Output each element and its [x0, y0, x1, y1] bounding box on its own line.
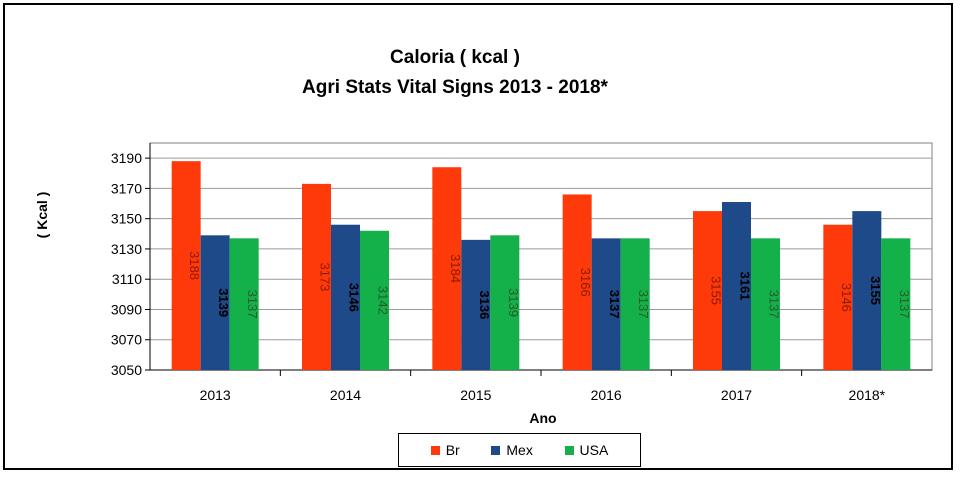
data-label-usa-5: 3137: [897, 290, 912, 319]
bar-usa-0: [229, 238, 259, 370]
x-tick-label-2: 2015: [460, 387, 491, 403]
data-label-br-2: 3184: [448, 254, 463, 283]
data-label-br-3: 3166: [578, 268, 593, 297]
bar-usa-4: [751, 238, 780, 370]
data-label-mex-2: 3136: [477, 290, 492, 319]
data-label-mex-3: 3137: [607, 290, 622, 319]
data-label-br-0: 3188: [187, 251, 202, 280]
legend: Br Mex USA: [398, 433, 641, 467]
bar-mex-5: [852, 211, 882, 370]
y-tick-label-1: 3070: [111, 332, 142, 348]
data-label-br-4: 3155: [709, 276, 724, 305]
bar-usa-2: [490, 235, 520, 370]
y-tick-label-7: 3190: [111, 150, 142, 166]
bar-br-4: [693, 211, 722, 370]
y-tick-label-5: 3150: [111, 211, 142, 227]
bar-mex-0: [200, 235, 230, 370]
bar-mex-2: [461, 239, 491, 370]
chart-title: Caloria ( kcal ): [390, 47, 520, 68]
x-axis-label: Ano: [529, 410, 556, 426]
data-label-usa-3: 3137: [636, 290, 651, 319]
legend-item-mex: Mex: [491, 442, 533, 458]
data-label-br-1: 3173: [318, 262, 333, 291]
bar-br-0: [171, 161, 201, 370]
bar-usa-5: [881, 238, 911, 370]
bar-br-2: [432, 167, 462, 370]
bar-br-1: [302, 183, 331, 370]
data-label-mex-0: 3139: [216, 288, 231, 317]
plot-border: [149, 142, 933, 371]
x-tick-label-4: 2017: [721, 387, 752, 403]
y-tick-label-0: 3050: [111, 362, 142, 378]
data-label-mex-5: 3155: [868, 276, 883, 305]
legend-label-mex: Mex: [506, 442, 533, 458]
data-label-usa-2: 3139: [506, 288, 521, 317]
data-label-usa-0: 3137: [245, 290, 260, 319]
bar-usa-3: [620, 238, 650, 370]
legend-swatch-mex: [491, 445, 501, 455]
y-axis-label: ( Kcal ): [34, 192, 50, 239]
data-label-mex-1: 3146: [347, 283, 362, 312]
data-label-br-5: 3146: [839, 283, 854, 312]
bar-mex-4: [722, 202, 751, 370]
x-tick-label-5: 2018*: [849, 387, 886, 403]
bar-mex-1: [331, 224, 360, 370]
legend-item-br: Br: [430, 442, 460, 458]
data-label-usa-1: 3142: [376, 286, 391, 315]
legend-item-usa: USA: [564, 442, 609, 458]
y-tick-label-2: 3090: [111, 301, 142, 317]
y-tick-label-3: 3110: [112, 271, 142, 287]
bar-br-5: [823, 224, 853, 370]
x-tick-label-0: 2013: [200, 387, 231, 403]
x-tick-label-1: 2014: [330, 387, 361, 403]
chart-subtitle: Agri Stats Vital Signs 2013 - 2018*: [302, 77, 609, 98]
legend-swatch-usa: [564, 445, 574, 455]
bar-usa-1: [360, 230, 389, 370]
legend-label-usa: USA: [579, 442, 609, 458]
x-tick-label-3: 2016: [591, 387, 622, 403]
y-tick-label-6: 3170: [111, 180, 142, 196]
bar-mex-3: [591, 238, 621, 370]
data-label-usa-4: 3137: [767, 290, 782, 319]
y-tick-label-4: 3130: [111, 241, 142, 257]
legend-label-br: Br: [445, 442, 460, 458]
bar-br-3: [562, 194, 592, 370]
plot-area: 3050 3070 3090 3110 3130 3150 3170 3190 3188 3139…: [111, 142, 933, 403]
data-label-mex-4: 3161: [738, 272, 753, 301]
legend-swatch-br: [430, 445, 440, 455]
